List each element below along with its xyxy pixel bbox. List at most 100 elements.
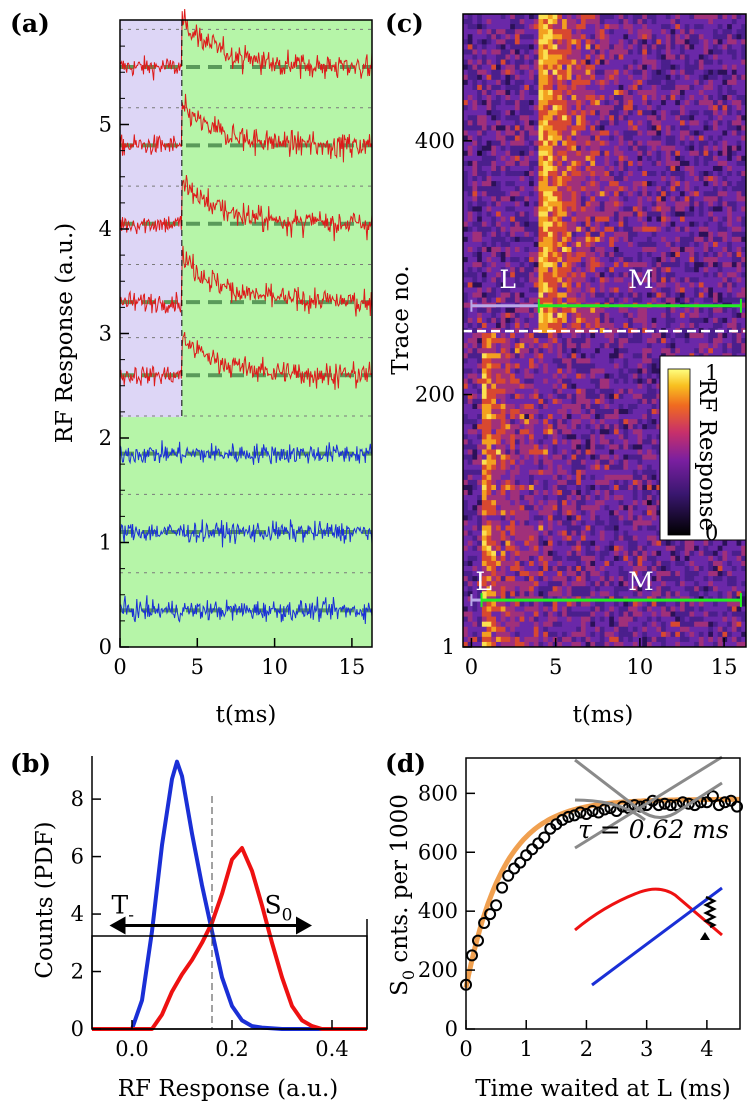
panel-c-heatmap-cell xyxy=(547,353,554,359)
panel-c-heatmap-cell xyxy=(566,287,572,293)
panel-c-heatmap-cell xyxy=(679,297,686,304)
panel-c-heatmap-cell xyxy=(684,54,690,60)
panel-c-heatmap-cell xyxy=(576,59,582,66)
panel-c-heatmap-cell xyxy=(552,145,558,152)
panel-c-heatmap-cell xyxy=(670,257,676,263)
panel-c-heatmap-cell xyxy=(656,393,662,400)
panel-c-heatmap-cell xyxy=(496,343,502,349)
panel-c-heatmap-cell xyxy=(628,89,634,96)
panel-c-heatmap-cell xyxy=(599,262,605,268)
panel-c-heatmap-cell xyxy=(599,363,605,369)
panel-c-heatmap-cell xyxy=(557,241,563,248)
panel-c-heatmap-cell xyxy=(514,322,520,329)
panel-c-heatmap-cell xyxy=(613,170,620,177)
panel-c-heatmap-cell xyxy=(646,236,653,243)
panel-c-heatmap-cell xyxy=(670,206,676,212)
panel-c-heatmap-cell xyxy=(694,44,700,50)
panel-c-heatmap-cell xyxy=(703,170,709,177)
panel-c-heatmap-cell xyxy=(576,39,582,45)
panel-a-xtick-label-0: 0 xyxy=(113,655,126,679)
panel-c-heatmap-cell xyxy=(543,79,549,86)
panel-c-heatmap-cell xyxy=(538,363,544,369)
panel-c-heatmap-cell xyxy=(703,186,709,192)
panel-c-heatmap-cell xyxy=(566,236,572,243)
panel-c-heatmap-cell xyxy=(642,201,648,207)
panel-c-heatmap-cell xyxy=(670,307,676,314)
panel-c-heatmap-cell xyxy=(491,383,497,390)
panel-c-heatmap-cell xyxy=(472,358,478,364)
panel-c-heatmap-cell xyxy=(486,287,492,293)
panel-c-heatmap-cell xyxy=(703,155,709,162)
panel-c-heatmap-cell xyxy=(665,170,671,177)
panel-c-heatmap-cell xyxy=(595,105,601,111)
panel-c-heatmap-cell xyxy=(675,100,681,106)
panel-c-heatmap-cell xyxy=(481,322,487,329)
panel-c-heatmap-cell xyxy=(533,201,539,207)
panel-c-heatmap-cell xyxy=(514,34,520,40)
panel-c-heatmap-cell xyxy=(656,267,662,273)
panel-c-heatmap-cell xyxy=(557,140,563,147)
panel-c-heatmap-cell xyxy=(717,145,723,152)
panel-c-heatmap-cell xyxy=(656,378,662,385)
panel-c-heatmap-cell xyxy=(510,95,516,101)
panel-c-heatmap-cell xyxy=(557,19,563,25)
panel-c-heatmap-cell xyxy=(651,145,657,152)
panel-c-heatmap-cell xyxy=(656,338,662,344)
panel-c-heatmap-cell xyxy=(727,59,733,66)
panel-c-heatmap-cell xyxy=(613,150,620,157)
panel-c-heatmap-cell xyxy=(538,317,544,324)
panel-c-heatmap-cell xyxy=(675,206,681,212)
panel-c-heatmap-cell xyxy=(543,120,549,126)
panel-c-heatmap-cell xyxy=(689,79,695,86)
panel-c-heatmap-cell xyxy=(618,348,624,354)
panel-c-heatmap-cell xyxy=(557,29,563,35)
panel-c-heatmap-cell xyxy=(618,424,624,430)
panel-c-heatmap-cell xyxy=(618,358,624,364)
panel-c-heatmap-cell xyxy=(665,74,671,81)
panel-c-heatmap-cell xyxy=(566,115,572,121)
panel-c-heatmap-cell xyxy=(628,257,634,263)
panel-c-heatmap-cell xyxy=(486,403,492,410)
panel-c-heatmap-cell xyxy=(585,145,591,152)
panel-c-heatmap-cell xyxy=(698,130,704,136)
panel-c-heatmap-cell xyxy=(703,59,709,66)
panel-c-heatmap-cell xyxy=(637,297,643,304)
panel-c-heatmap-cell xyxy=(533,110,539,116)
panel-c-heatmap-cell xyxy=(623,74,629,81)
panel-c-heatmap-cell xyxy=(510,363,516,369)
panel-c-heatmap-cell xyxy=(609,206,615,212)
panel-c-heatmap-cell xyxy=(628,408,634,415)
panel-c-heatmap-cell xyxy=(717,262,723,268)
panel-c-heatmap-cell xyxy=(557,160,563,167)
panel-c-heatmap-cell xyxy=(481,79,487,86)
panel-c-heatmap-cell xyxy=(463,29,469,35)
panel-c-heatmap-cell xyxy=(632,140,638,147)
panel-c-heatmap-cell xyxy=(566,398,572,405)
panel-c-heatmap-cell xyxy=(500,44,506,50)
panel-c-heatmap-cell xyxy=(529,19,535,25)
panel-c-heatmap-cell xyxy=(543,378,549,385)
panel-c-heatmap-cell xyxy=(547,383,554,390)
panel-c-heatmap-cell xyxy=(543,69,549,76)
panel-c-heatmap-cell xyxy=(529,49,535,55)
panel-c-heatmap-cell xyxy=(613,348,620,354)
panel-c-heatmap-cell xyxy=(651,29,657,35)
panel-c-heatmap-cell xyxy=(613,64,620,71)
panel-c-heatmap-cell xyxy=(529,201,535,207)
panel-c-heatmap-cell xyxy=(722,186,728,192)
panel-c-heatmap-cell xyxy=(580,317,587,324)
panel-c-heatmap-cell xyxy=(533,221,539,228)
panel-c-heatmap-cell xyxy=(646,272,653,278)
panel-c-heatmap-cell xyxy=(623,287,629,293)
panel-c-heatmap-cell xyxy=(703,49,709,55)
panel-c-heatmap-cell xyxy=(694,252,700,258)
panel-c-heatmap-cell xyxy=(609,424,615,430)
panel-c-heatmap-cell xyxy=(514,216,520,223)
panel-c-heatmap-cell xyxy=(524,322,530,329)
panel-c-heatmap-cell xyxy=(571,191,577,197)
panel-c-heatmap-cell xyxy=(477,312,483,319)
panel-c-heatmap-cell xyxy=(538,307,544,314)
panel-c-heatmap-cell xyxy=(533,120,539,126)
panel-c-heatmap-cell xyxy=(665,115,671,121)
